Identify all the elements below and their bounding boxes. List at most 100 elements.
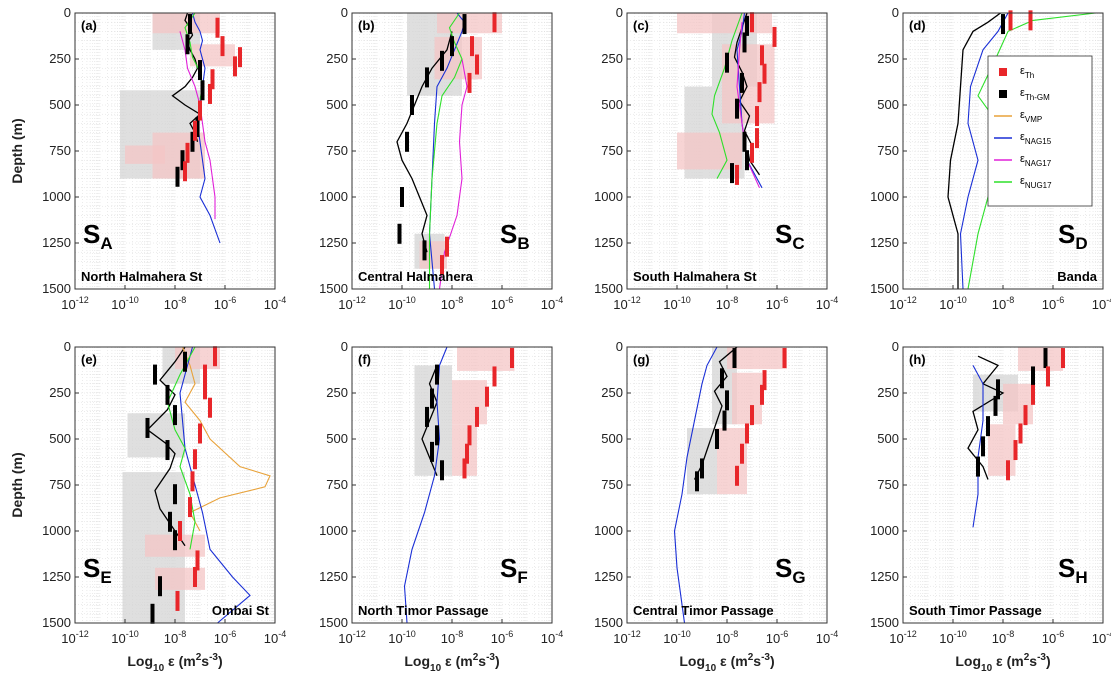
y-tick-label: 250 xyxy=(49,51,71,66)
x-tick-label: 10-10 xyxy=(111,295,138,312)
x-label-unit: ) xyxy=(218,653,223,669)
th-gm-marker xyxy=(725,52,729,73)
x-tick-label: 10-4 xyxy=(541,295,563,312)
y-tick-label: 1500 xyxy=(42,615,71,630)
th-gm-marker xyxy=(173,484,177,505)
th-gm-marker xyxy=(742,32,747,53)
th-gm-marker xyxy=(410,95,414,115)
shade-th-range xyxy=(732,372,762,425)
x-tick-label: 10-12 xyxy=(61,295,88,312)
y-tick-label: 500 xyxy=(326,97,348,112)
y-tick-label: 1500 xyxy=(594,615,623,630)
panel-letter: (e) xyxy=(81,352,97,367)
x-tick-label: 10-10 xyxy=(939,295,966,312)
y-tick-label: 500 xyxy=(326,431,348,446)
th-marker xyxy=(238,47,242,68)
y-tick-label: 1250 xyxy=(870,569,899,584)
station-letter: S xyxy=(83,219,100,249)
x-tick-label: 10-10 xyxy=(111,629,138,646)
th-gm-marker xyxy=(400,187,404,207)
th-gm-marker xyxy=(185,34,190,55)
th-marker xyxy=(203,364,207,385)
x-tick-base: 10 xyxy=(889,297,903,312)
x-label-eps: ε xyxy=(164,653,178,669)
y-tick-label: 500 xyxy=(49,97,71,112)
th-marker xyxy=(1018,423,1023,444)
th-gm-marker xyxy=(715,429,719,449)
x-label-unit: (m xyxy=(456,653,473,669)
x-label-sup: -3 xyxy=(486,652,495,663)
legend-label: εTh-GM xyxy=(1020,87,1050,102)
th-marker xyxy=(1046,366,1050,387)
th-gm-marker xyxy=(175,166,180,187)
x-tick-label: 10-10 xyxy=(663,629,690,646)
x-tick-exp: -10 xyxy=(126,295,139,305)
y-tick-label: 750 xyxy=(601,477,623,492)
station-label: SF xyxy=(500,553,528,587)
x-tick-exp: -6 xyxy=(780,295,788,305)
x-tick-label: 10-6 xyxy=(491,629,513,646)
y-tick-label: 1250 xyxy=(319,569,348,584)
x-label-sup: 2 xyxy=(1024,652,1030,663)
x-tick-exp: -8 xyxy=(1006,629,1014,639)
legend-eps: ε xyxy=(1020,153,1025,165)
x-tick-exp: -12 xyxy=(628,629,641,639)
region-label: South Timor Passage xyxy=(909,603,1042,618)
x-tick-exp: -12 xyxy=(904,295,917,305)
x-tick-label: 10-10 xyxy=(388,295,415,312)
y-tick-label: 1000 xyxy=(42,189,71,204)
y-tick-label: 250 xyxy=(601,51,623,66)
y-tick-label: 1500 xyxy=(870,615,899,630)
y-tick-label: 500 xyxy=(601,431,623,446)
x-tick-exp: -10 xyxy=(403,629,416,639)
x-tick-label: 10-10 xyxy=(388,629,415,646)
th-gm-marker xyxy=(173,405,177,426)
x-tick-label: 10-4 xyxy=(816,629,838,646)
x-label-unit: s xyxy=(478,653,486,669)
region-label: Ombai St xyxy=(212,603,270,618)
th-gm-marker xyxy=(700,458,704,479)
shade-th-range xyxy=(988,424,1016,476)
x-tick-label: 10-12 xyxy=(889,295,916,312)
x-tick-base: 10 xyxy=(1042,297,1056,312)
th-marker xyxy=(440,255,444,276)
station-label: SB xyxy=(500,219,530,253)
station-letter: S xyxy=(775,553,792,583)
y-tick-label: 1500 xyxy=(594,281,623,296)
x-tick-base: 10 xyxy=(441,297,455,312)
th-marker xyxy=(475,406,479,427)
th-marker xyxy=(195,550,200,571)
x-tick-exp: -8 xyxy=(455,629,463,639)
station-sub: A xyxy=(100,234,112,253)
y-tick-label: 1000 xyxy=(42,523,71,538)
y-tick-label: 1250 xyxy=(594,569,623,584)
x-tick-base: 10 xyxy=(1092,297,1106,312)
shade-th-range xyxy=(452,380,487,425)
x-tick-label: 10-12 xyxy=(613,295,640,312)
th-marker xyxy=(745,423,749,444)
x-tick-exp: -4 xyxy=(555,629,563,639)
x-tick-exp: -6 xyxy=(1056,629,1064,639)
th-marker xyxy=(215,17,220,38)
th-gm-marker xyxy=(422,240,427,261)
x-tick-label: 10-6 xyxy=(766,629,788,646)
station-sub: C xyxy=(792,234,804,253)
th-gm-marker xyxy=(745,150,749,171)
th-gm-marker xyxy=(168,511,172,532)
y-tick-label: 750 xyxy=(326,143,348,158)
th-gm-marker xyxy=(695,471,699,492)
x-tick-exp: -4 xyxy=(278,629,286,639)
th-gm-marker xyxy=(145,417,150,438)
th-gm-marker xyxy=(180,150,185,171)
x-tick-label: 10-4 xyxy=(541,629,563,646)
x-axis-label: Log10 ε (m2s-3) xyxy=(404,652,499,674)
th-gm-marker xyxy=(730,163,734,184)
th-marker xyxy=(492,366,497,387)
x-tick-exp: -12 xyxy=(76,295,89,305)
th-gm-marker xyxy=(720,368,724,389)
legend-sub: NAG17 xyxy=(1025,159,1052,168)
th-marker xyxy=(193,120,197,141)
x-tick-label: 10-4 xyxy=(1092,295,1111,312)
th-marker xyxy=(220,36,225,57)
y-tick-label: 1000 xyxy=(594,523,623,538)
